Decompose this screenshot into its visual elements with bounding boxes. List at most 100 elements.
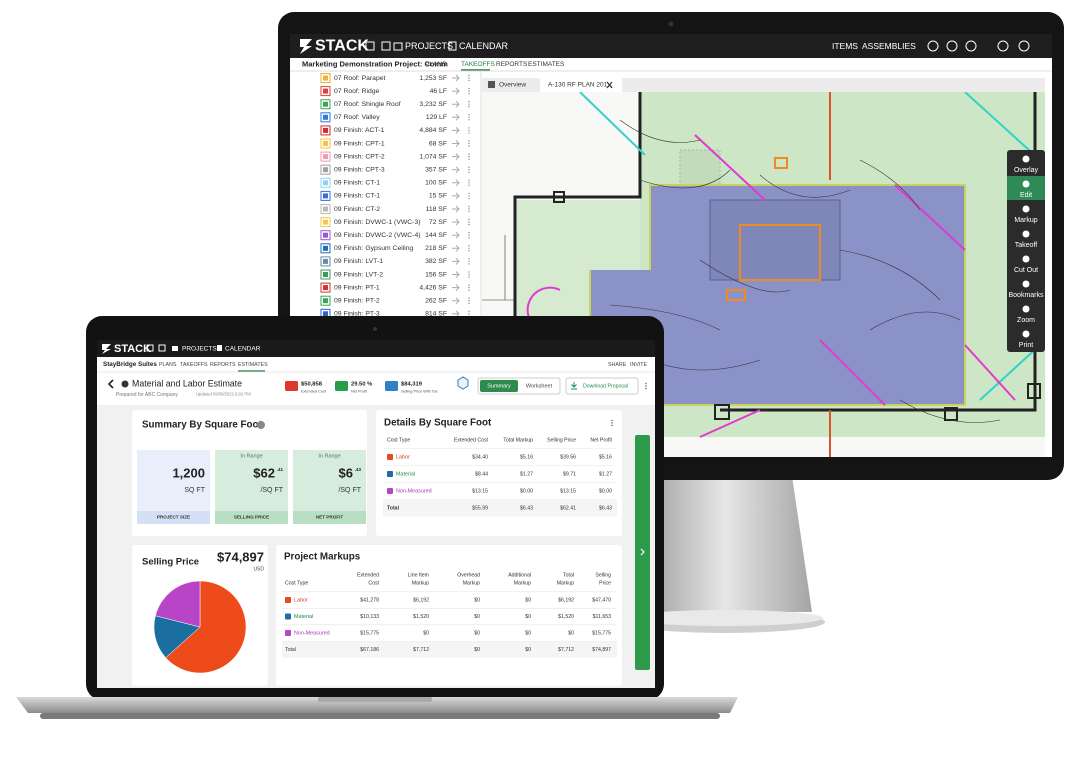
nav-icon[interactable] <box>1018 40 1030 52</box>
takeoff-name[interactable]: 09 Finish: ACT-1 <box>334 127 384 134</box>
table-cell: $55.99 <box>472 505 488 511</box>
arrow-icon[interactable] <box>452 100 460 108</box>
download-label[interactable]: Download Proposal <box>583 383 628 389</box>
takeoff-name[interactable]: 09 Finish: CPT-1 <box>334 140 385 147</box>
tab[interactable]: ESTIMATES <box>238 362 268 368</box>
takeoff-name[interactable]: 09 Finish: CT-1 <box>334 193 380 200</box>
action-link[interactable]: INVITE <box>630 362 648 368</box>
arrow-icon[interactable] <box>452 127 460 134</box>
takeoff-name[interactable]: 09 Finish: LVT-2 <box>334 271 383 278</box>
takeoff-icon-fill <box>323 232 328 238</box>
takeoff-icon-fill <box>323 88 328 94</box>
takeoff-name[interactable]: 09 Finish: CPT-2 <box>334 153 385 160</box>
arrow-icon[interactable] <box>452 153 460 160</box>
cost-type-swatch <box>387 454 393 460</box>
nav-link[interactable]: CALENDAR <box>459 41 509 51</box>
arrow-icon[interactable] <box>452 297 460 305</box>
toolbar-label[interactable]: Zoom <box>1017 317 1035 324</box>
arrow-icon[interactable] <box>452 284 460 291</box>
takeoff-name[interactable]: 09 Finish: PT-3 <box>334 311 380 318</box>
menu-dot <box>468 260 470 263</box>
panel-title: Summary By Square Foot <box>142 420 263 431</box>
toolbar-icon[interactable] <box>1022 155 1030 163</box>
plan-tab[interactable]: Overview <box>499 82 526 89</box>
menu-dot <box>468 179 470 181</box>
toolbar-icon[interactable] <box>1022 230 1030 238</box>
arrow-icon[interactable] <box>452 192 460 200</box>
takeoff-name[interactable]: 09 Finish: Gypsum Ceiling <box>334 245 414 252</box>
tab[interactable]: ESTIMATES <box>528 61 565 68</box>
menu-dot <box>468 101 470 103</box>
toolbar-icon[interactable] <box>1022 180 1030 188</box>
action-link[interactable]: SHARE <box>608 362 627 368</box>
toolbar-icon[interactable] <box>1022 205 1030 213</box>
takeoff-name[interactable]: 09 Finish: DVWC-2 (VWC-4) <box>334 232 420 239</box>
arrow-icon[interactable] <box>452 231 460 239</box>
takeoff-name[interactable]: 09 Finish: CT-2 <box>334 206 380 213</box>
toolbar-label[interactable]: Edit <box>1020 192 1032 199</box>
arrow-icon[interactable] <box>452 87 460 95</box>
toolbar-label[interactable]: Overlay <box>1014 167 1039 174</box>
tab[interactable]: REPORTS <box>210 362 236 368</box>
toolbar-label[interactable]: Markup <box>1014 217 1037 224</box>
nav-icon[interactable] <box>997 40 1009 52</box>
menu-dot <box>468 145 470 147</box>
plan-tab-active <box>540 78 622 92</box>
toolbar-icon[interactable] <box>1022 330 1030 338</box>
takeoff-name[interactable]: 07 Roof: Valley <box>334 114 380 121</box>
toolbar-icon[interactable] <box>1022 305 1030 313</box>
takeoff-icon-fill <box>323 167 328 173</box>
takeoff-name[interactable]: 09 Finish: CPT-3 <box>334 166 385 173</box>
takeoff-name[interactable]: 07 Roof: Ridge <box>334 88 380 95</box>
arrow-icon[interactable] <box>452 179 460 187</box>
takeoff-name[interactable]: 09 Finish: DVWC-1 (VWC-3) <box>334 219 420 226</box>
arrow-icon[interactable] <box>452 310 460 318</box>
arrow-icon[interactable] <box>452 205 460 213</box>
table-cell: $0 <box>568 630 574 636</box>
nav-icon[interactable] <box>927 40 939 52</box>
table-cell: $6,192 <box>558 597 574 603</box>
tab[interactable]: PLANS <box>159 362 177 368</box>
tab[interactable]: REPORTS <box>496 61 528 68</box>
takeoff-name[interactable]: 07 Roof: Parapet <box>334 75 385 82</box>
tab[interactable]: PLANS <box>425 61 447 68</box>
plan-tab[interactable]: A-130 RF PLAN 201... <box>548 82 613 89</box>
arrow-icon[interactable] <box>452 140 460 147</box>
nav-link[interactable]: ASSEMBLIES <box>862 41 916 51</box>
arrow-icon[interactable] <box>452 244 460 252</box>
menu-dot <box>468 166 470 168</box>
nav-link[interactable]: CALENDAR <box>225 346 261 353</box>
toolbar-label[interactable]: Print <box>1019 342 1033 349</box>
menu-dot <box>468 140 470 142</box>
toolbar-label[interactable]: Bookmarks <box>1008 292 1044 299</box>
toggle-option[interactable]: Worksheet <box>526 383 553 389</box>
toolbar-icon[interactable] <box>1022 255 1030 263</box>
takeoff-name[interactable]: 09 Finish: PT-2 <box>334 297 380 304</box>
arrow-icon[interactable] <box>452 113 460 121</box>
arrow-icon[interactable] <box>452 74 460 82</box>
toolbar-label[interactable]: Takeoff <box>1015 242 1037 249</box>
toolbar-label[interactable]: Cut Out <box>1014 267 1038 274</box>
arrow-icon[interactable] <box>452 258 460 265</box>
arrow-icon[interactable] <box>452 271 460 278</box>
takeoff-name[interactable]: 09 Finish: CT-1 <box>334 180 380 187</box>
nav-link[interactable]: PROJECTS <box>405 41 453 51</box>
takeoff-name[interactable]: 09 Finish: PT-1 <box>334 284 380 291</box>
toolbar-icon[interactable] <box>1022 280 1030 288</box>
tab[interactable]: TAKEOFFS <box>180 362 208 368</box>
takeoff-name[interactable]: 09 Finish: LVT-1 <box>334 258 383 265</box>
nav-link[interactable]: ITEMS <box>832 41 858 51</box>
blueprint <box>482 92 1045 457</box>
nav-icon[interactable] <box>965 40 977 52</box>
menu-dot <box>468 250 470 252</box>
arrow-icon[interactable] <box>452 166 460 174</box>
back-icon[interactable] <box>107 379 114 389</box>
nav-link[interactable]: PROJECTS <box>182 346 217 353</box>
nav-icon[interactable] <box>946 40 958 52</box>
takeoff-name[interactable]: 07 Roof: Shingle Roof <box>334 101 401 108</box>
expand-icon[interactable] <box>640 548 645 556</box>
icon <box>448 41 457 51</box>
toggle-option[interactable]: Summary <box>487 383 511 389</box>
tab[interactable]: TAKEOFFS <box>461 61 495 68</box>
arrow-icon[interactable] <box>452 218 460 226</box>
